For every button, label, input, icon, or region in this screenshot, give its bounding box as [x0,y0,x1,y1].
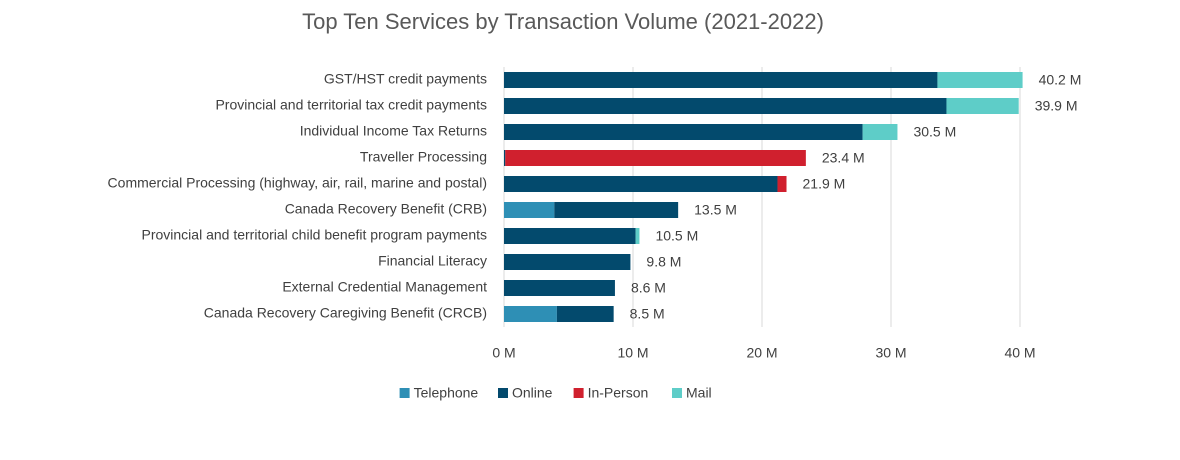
bar-segment [504,228,636,244]
bar-segment [504,124,863,140]
bar-segment [504,98,947,114]
legend-swatch [498,388,508,398]
chart-title: Top Ten Services by Transaction Volume (… [302,9,824,34]
x-tick-label: 20 M [746,345,777,361]
bar-segment [946,98,1019,114]
legend-swatch [573,388,584,398]
y-tick-label: Traveller Processing [360,149,487,165]
x-tick-label: 0 M [492,345,515,361]
y-tick-label: Provincial and territorial child benefit… [142,227,488,243]
bar-segment [862,124,898,140]
y-tick-label: Commercial Processing (highway, air, rai… [108,175,487,191]
total-label: 9.8 M [646,254,681,270]
y-tick-label: Canada Recovery Benefit (CRB) [285,201,487,217]
y-tick-label: Financial Literacy [378,253,487,269]
legend-swatch [672,388,682,398]
bar-segment [504,72,938,88]
bar-segment [504,150,506,166]
total-label: 10.5 M [655,228,698,244]
x-tick-label: 30 M [875,345,906,361]
bar-segment [504,202,555,218]
x-tick-label: 40 M [1004,345,1035,361]
bar-segment [505,150,806,166]
bar-segment [556,306,614,322]
legend-label: Mail [686,385,712,401]
y-tick-label: External Credential Management [282,279,487,295]
bar-segment [504,280,615,296]
bar-segment [504,306,557,322]
legend-label: Online [512,385,553,401]
bar-segment [554,202,679,218]
bar-segment [937,72,1023,88]
total-label: 8.5 M [630,306,665,322]
total-label: 23.4 M [822,150,865,166]
bar-segment [504,254,631,270]
total-label: 39.9 M [1035,98,1078,114]
bar-segment [504,176,778,192]
x-tick-label: 10 M [617,345,648,361]
y-tick-label: Individual Income Tax Returns [300,123,487,139]
y-tick-label: Canada Recovery Caregiving Benefit (CRCB… [204,305,487,321]
bar-segment [777,176,787,192]
legend-swatch [399,388,410,398]
y-tick-label: GST/HST credit payments [324,71,487,87]
total-label: 21.9 M [803,176,846,192]
total-label: 13.5 M [694,202,737,218]
bar-segment [635,228,640,244]
y-tick-label: Provincial and territorial tax credit pa… [215,97,487,113]
legend-label: In-Person [588,385,649,401]
total-label: 40.2 M [1039,72,1082,88]
legend-label: Telephone [414,385,479,401]
total-label: 8.6 M [631,280,666,296]
total-label: 30.5 M [913,124,956,140]
